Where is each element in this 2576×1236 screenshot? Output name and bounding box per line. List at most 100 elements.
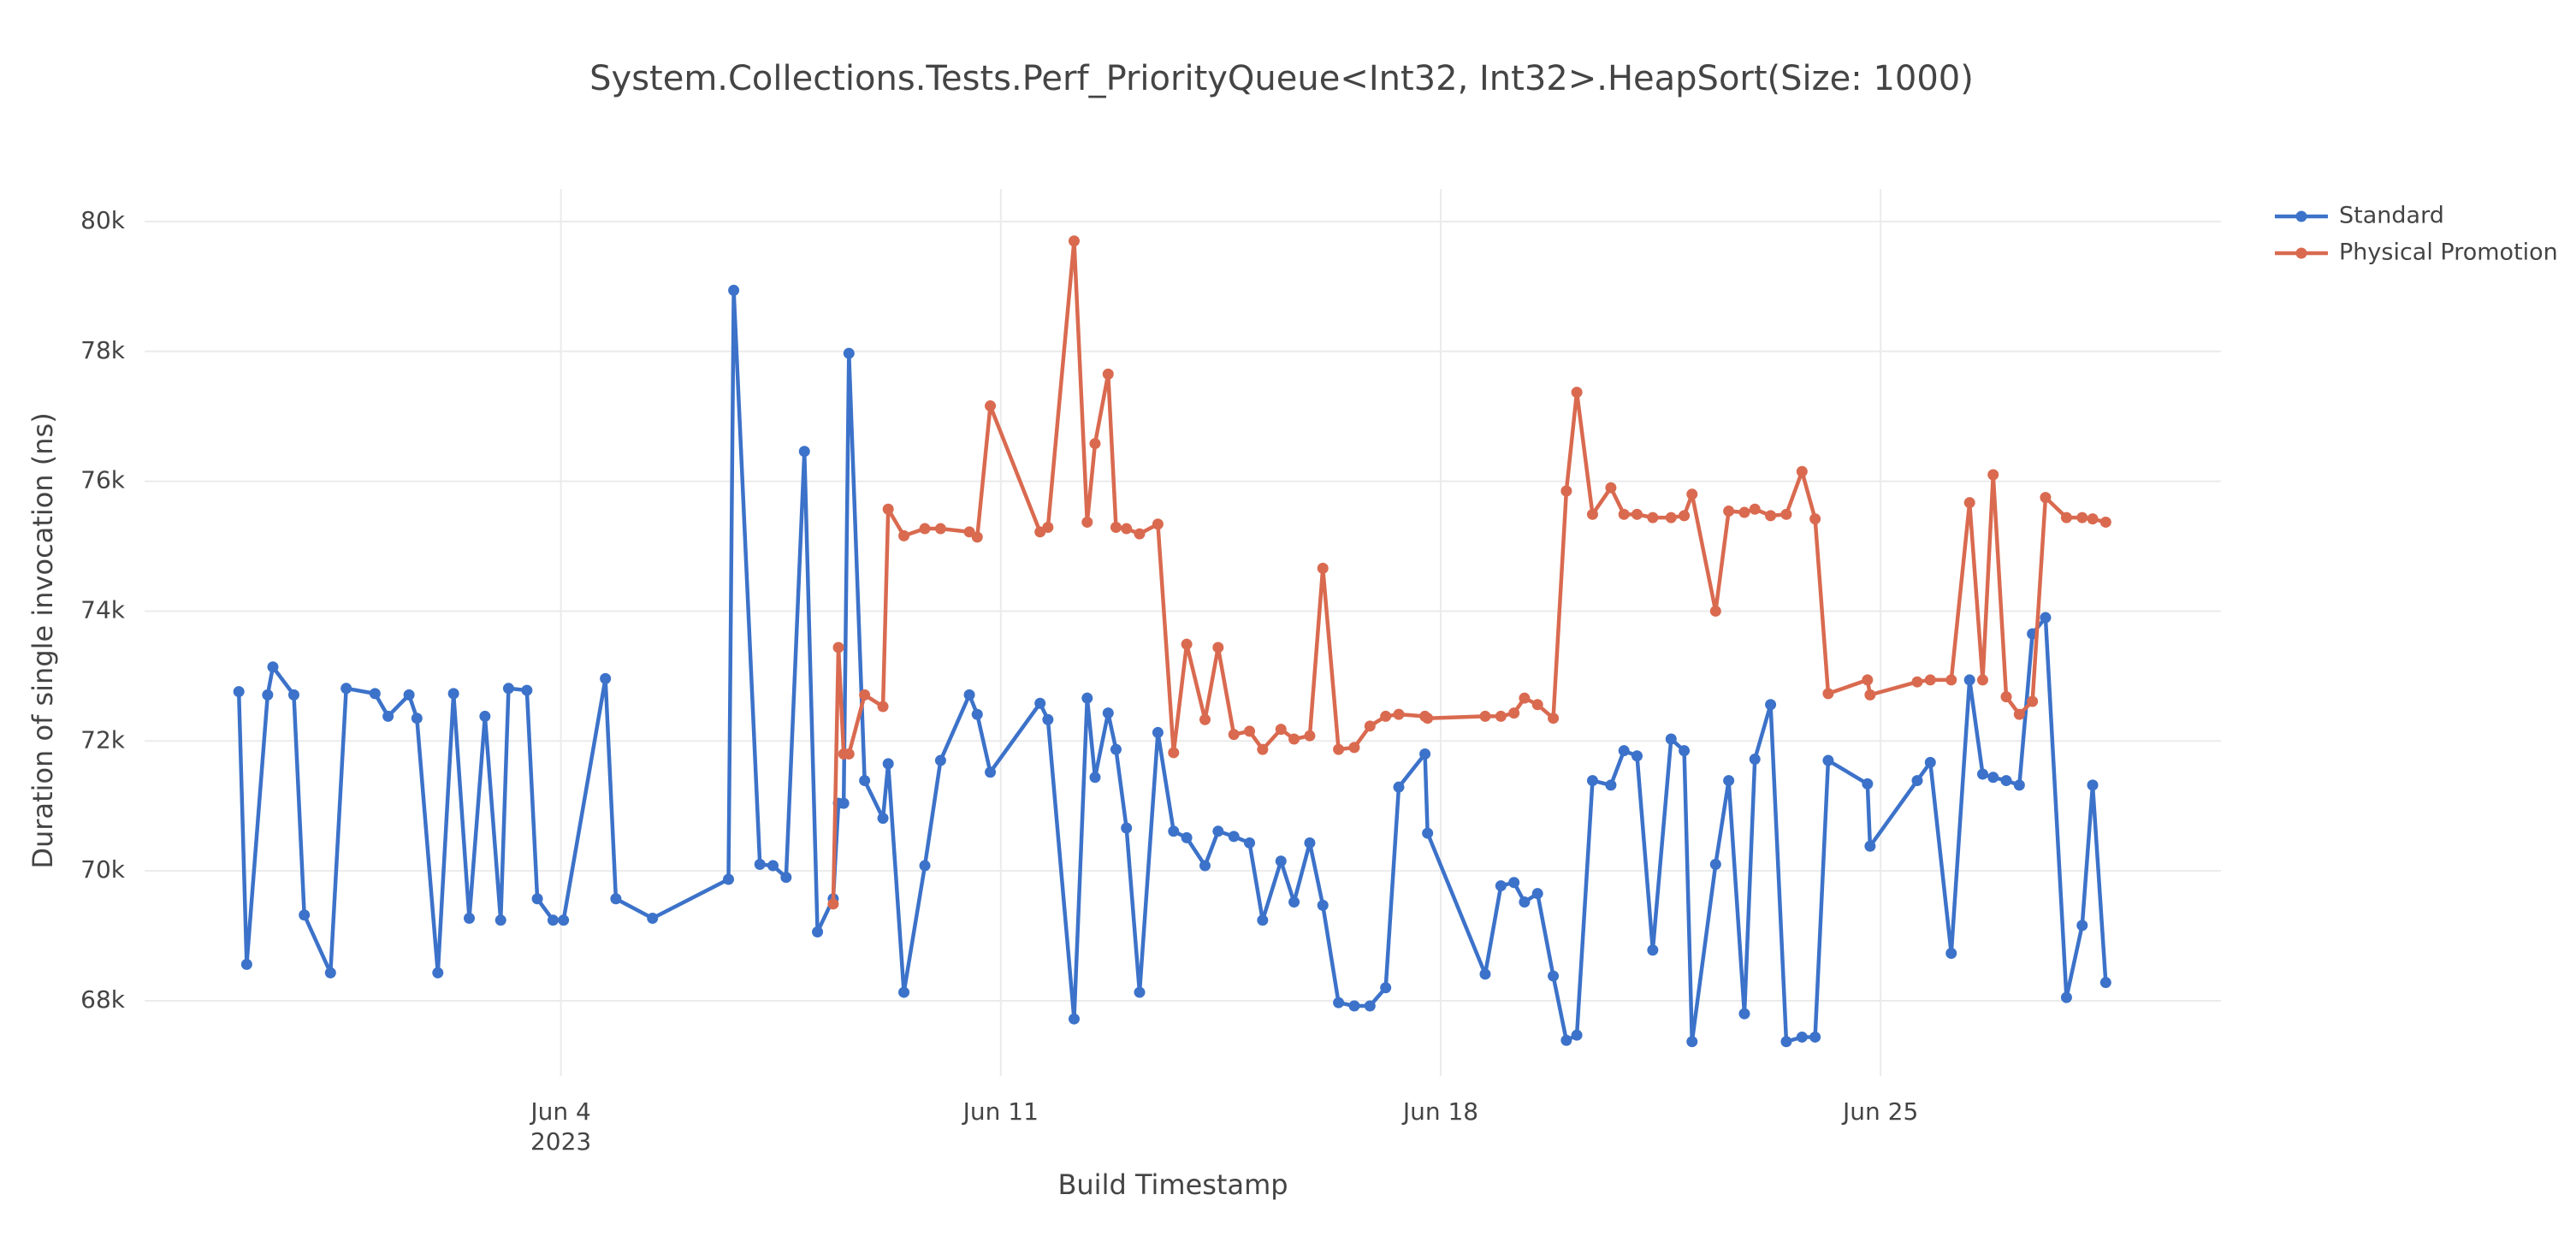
data-point	[1380, 710, 1392, 722]
y-tick-label: 72k	[80, 725, 126, 754]
data-point	[1560, 485, 1572, 497]
data-point	[971, 531, 983, 543]
data-point	[728, 284, 740, 296]
data-point	[1168, 747, 1180, 759]
data-point	[1765, 699, 1777, 711]
data-point	[2040, 612, 2052, 624]
data-point	[1212, 642, 1224, 653]
data-point	[882, 503, 894, 515]
data-point	[2000, 775, 2012, 787]
data-point	[1089, 772, 1101, 784]
data-point	[1586, 775, 1598, 787]
data-point	[1723, 506, 1735, 517]
data-point	[1911, 775, 1923, 787]
data-point	[1168, 825, 1180, 837]
data-point	[754, 859, 766, 871]
data-point	[610, 893, 622, 905]
data-point	[2076, 920, 2088, 931]
data-point	[877, 813, 889, 825]
data-point	[1393, 781, 1405, 793]
data-point	[722, 873, 734, 885]
data-point	[1631, 508, 1643, 520]
data-point	[780, 872, 792, 884]
data-point	[1364, 720, 1376, 732]
x-tick-year: 2023	[530, 1127, 591, 1156]
data-point	[985, 400, 997, 412]
data-point	[1081, 692, 1093, 704]
data-point	[2087, 513, 2099, 525]
data-point	[1081, 516, 1093, 528]
data-point	[1780, 508, 1792, 520]
data-point	[1479, 710, 1491, 722]
data-point	[1508, 707, 1520, 719]
data-point	[1548, 970, 1560, 982]
data-point	[832, 642, 844, 653]
data-point	[432, 967, 444, 979]
data-point	[1809, 513, 1821, 525]
data-point	[1102, 707, 1114, 719]
data-point	[934, 523, 946, 535]
data-point	[1110, 522, 1122, 534]
data-point	[2099, 516, 2111, 528]
data-point	[1181, 831, 1193, 843]
data-point	[1822, 754, 1834, 766]
data-point	[843, 347, 855, 359]
y-axis-title: Duration of single invocation (ns)	[27, 412, 59, 868]
y-tick-label: 70k	[80, 855, 126, 884]
data-point	[767, 860, 779, 872]
data-point	[1275, 855, 1287, 867]
data-point	[1571, 387, 1583, 399]
data-point	[1333, 996, 1345, 1008]
data-point	[1317, 562, 1329, 574]
data-point	[1862, 778, 1874, 790]
data-point	[521, 684, 533, 696]
data-point	[233, 686, 245, 698]
data-point	[1304, 837, 1316, 849]
data-point	[2076, 512, 2088, 523]
data-point	[1796, 465, 1808, 477]
data-point	[843, 748, 855, 760]
data-point	[1068, 1013, 1080, 1025]
data-point	[1288, 896, 1300, 908]
data-point	[859, 775, 871, 787]
data-point	[2013, 708, 2025, 720]
data-point	[1686, 1036, 1698, 1048]
data-point	[1380, 982, 1392, 994]
data-point	[1647, 512, 1659, 523]
data-point	[479, 710, 491, 722]
y-tick-label: 76k	[80, 466, 126, 494]
data-point	[2099, 977, 2111, 989]
data-point	[1531, 699, 1543, 711]
data-point	[262, 689, 274, 701]
data-point	[898, 986, 910, 998]
data-point	[2060, 512, 2072, 523]
data-point	[798, 446, 810, 458]
data-point	[1976, 674, 1988, 686]
data-point	[877, 701, 889, 713]
y-tick-label: 80k	[80, 206, 126, 234]
data-point	[1244, 837, 1256, 849]
legend-swatch-marker	[2295, 247, 2307, 259]
legend-label: Standard	[2339, 203, 2444, 229]
data-point	[1963, 497, 1975, 509]
data-point	[299, 909, 311, 921]
data-point	[1723, 775, 1735, 787]
data-point	[1152, 726, 1164, 738]
legend-swatch-marker	[2295, 210, 2307, 222]
data-point	[1199, 860, 1211, 872]
data-point	[341, 683, 352, 695]
data-point	[1068, 235, 1080, 247]
data-point	[1393, 708, 1405, 720]
data-point	[1228, 831, 1240, 843]
data-point	[1571, 1029, 1583, 1041]
data-point	[1945, 948, 1957, 960]
data-point	[382, 710, 394, 722]
data-point	[1257, 743, 1269, 755]
data-point	[1796, 1031, 1808, 1043]
data-point	[1479, 968, 1491, 980]
data-point	[1976, 768, 1988, 780]
y-tick-label: 74k	[80, 595, 126, 624]
data-point	[1665, 733, 1677, 745]
